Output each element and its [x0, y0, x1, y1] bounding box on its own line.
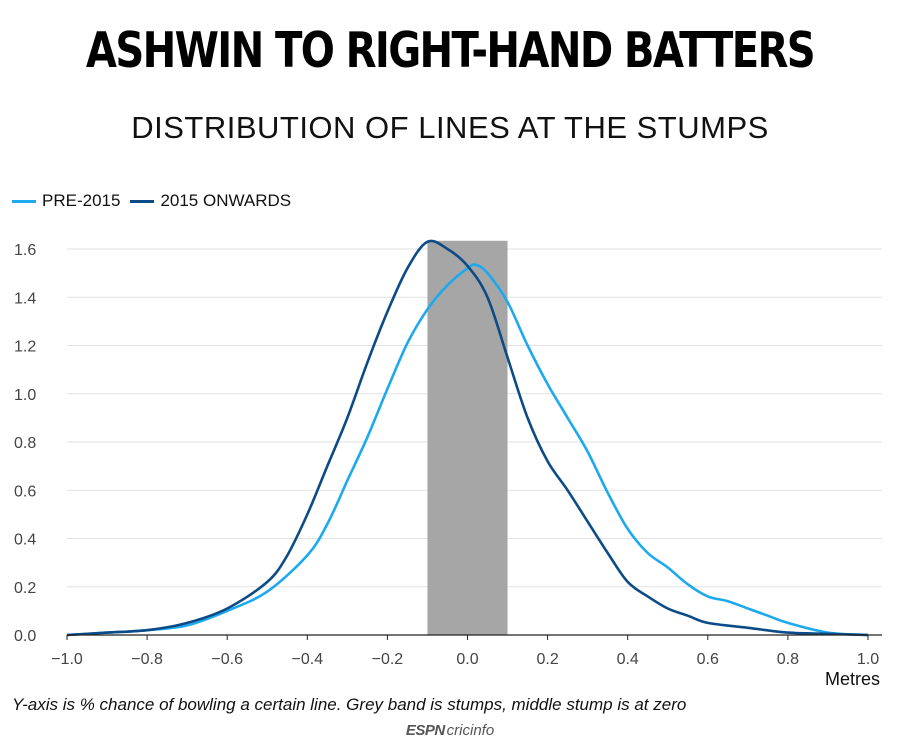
logo-brand: ESPN	[405, 722, 445, 739]
chart-subtitle: DISTRIBUTION OF LINES AT THE STUMPS	[131, 110, 769, 145]
espncricinfo-logo: ESPN cricinfo	[0, 722, 900, 739]
x-tick-label: 0.8	[777, 651, 799, 668]
x-axis-label: Metres	[825, 669, 880, 689]
y-tick-label: 1.4	[14, 290, 36, 307]
legend-swatch-pre2015	[12, 199, 36, 203]
y-tick-label: 1.6	[14, 242, 36, 259]
logo-name: cricinfo	[446, 722, 495, 739]
legend-swatch-2015-onwards	[130, 199, 155, 203]
y-tick-label: 0.6	[14, 483, 36, 500]
y-tick-label: 0.2	[14, 580, 36, 597]
x-tick-label: −0.4	[292, 651, 324, 668]
x-tick-label: 0.4	[617, 651, 639, 668]
legend-item-2015-onwards: 2015 ONWARDS	[130, 191, 291, 211]
series-line-pre-2015	[66, 263, 869, 637]
legend-label-pre2015: PRE-2015	[42, 191, 121, 210]
x-tick-label: 1.0	[857, 651, 879, 668]
y-tick-label: 0.8	[14, 435, 36, 452]
stumps-band	[427, 240, 508, 635]
x-tick-label: 0.0	[456, 651, 478, 668]
x-tick-label: 0.6	[697, 651, 719, 668]
legend-label-2015-onwards: 2015 ONWARDS	[160, 191, 292, 210]
x-tick-label: 0.2	[536, 651, 558, 668]
legend: PRE-2015 2015 ONWARDS	[12, 191, 301, 211]
y-tick-label: 0.4	[14, 532, 36, 549]
y-tick-label: 1.0	[14, 387, 36, 404]
legend-item-pre2015: PRE-2015	[12, 191, 120, 211]
x-tick-label: −0.8	[131, 651, 163, 668]
x-tick-label: −0.2	[372, 651, 404, 668]
x-tick-label: −1.0	[51, 651, 83, 668]
y-tick-label: 0.0	[14, 628, 36, 645]
y-tick-label: 1.2	[14, 339, 36, 356]
chart-title: ASHWIN TO RIGHT-HAND BATTERS	[85, 22, 816, 79]
density-chart: 0.0 0.2 0.4 0.6 0.8 1.0 1.2 1.4 1.6 −1.0 −0.8 −0.6 −…	[14, 239, 882, 689]
chart-caption: Y-axis is % chance of bowling a certain …	[12, 695, 687, 714]
x-tick-label: −0.6	[211, 651, 243, 668]
series-line-2015-onwards	[66, 239, 869, 637]
